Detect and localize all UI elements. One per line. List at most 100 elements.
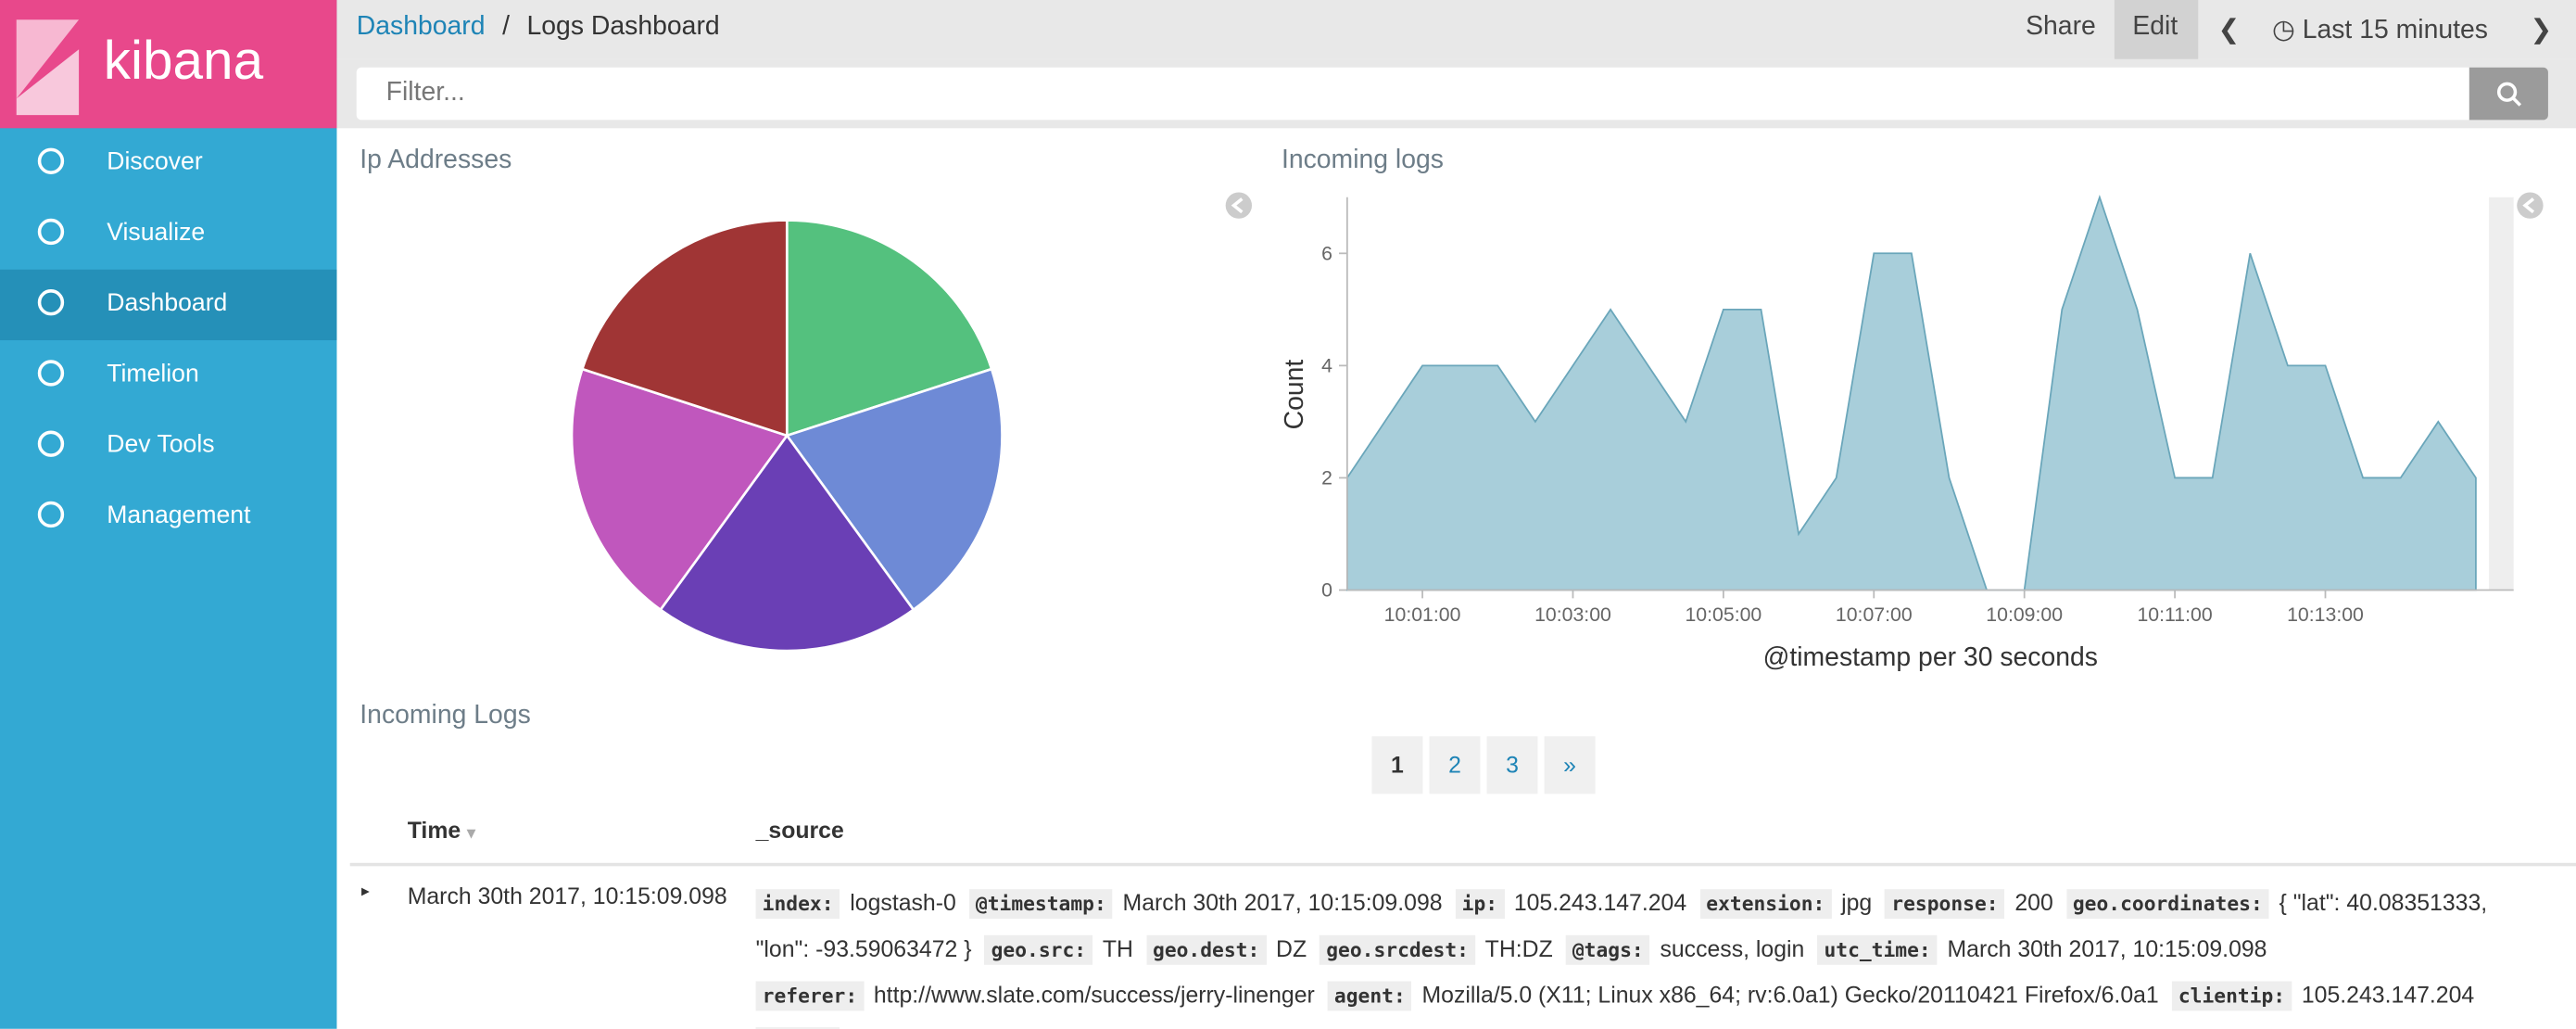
edit-button[interactable]: Edit [2132,13,2178,42]
field-key: extension: [1699,889,1832,920]
field-value: logstash-0 [850,889,956,916]
field-key: geo.dest: [1145,934,1267,965]
field-value: March 30th 2017, 10:15:09.098 [1947,934,2267,962]
nav-icon [37,289,65,316]
panel-title: Incoming Logs [360,702,531,730]
x-tick-label: 10:05:00 [1685,603,1762,626]
field-key: clientip: [2171,981,2292,1011]
y-tick-label: 6 [1321,242,1332,264]
field-key: index: [755,889,840,920]
field-value: Mozilla/5.0 (X11; Linux x86_64; rv:6.0a1… [1421,981,2159,1008]
expand-toggle[interactable]: ▸ [361,883,370,901]
field-key: referer: [755,981,865,1011]
pie-slice [785,367,1004,612]
page-button[interactable]: 3 [1486,736,1538,794]
field-key: utc_time: [1817,934,1938,965]
x-axis-title: @timestamp per 30 seconds [1763,642,2098,672]
field-value: jpg [1841,889,1873,916]
prev-button[interactable]: ❮ [2217,16,2241,44]
collapse-button [2517,192,2544,219]
field-value: 2,160 [850,1027,907,1029]
field-value: March 30th 2017, 10:15:09.098 [1122,889,1443,916]
nav-item[interactable]: Dev Tools [0,411,336,481]
top-bar [336,0,2576,59]
field-key: agent: [1327,981,1412,1011]
page-button[interactable]: 1 [1371,736,1423,794]
field-key: bytes: [755,1027,840,1029]
field-value: { "lat": 40.08351333, "lon": -93.5906347… [755,889,2488,962]
scroll-track [2489,197,2514,591]
nav-item[interactable]: Timelion [0,340,336,411]
search-icon [2496,82,2522,107]
x-tick-label: 10:09:00 [1986,603,2063,626]
x-tick-label: 10:11:00 [2137,603,2212,626]
nav-item[interactable]: Management [0,481,336,552]
logo-mark [16,19,80,116]
filter-input[interactable]: Filter... [356,67,2469,121]
field-key: geo.src: [984,934,1093,965]
field-key: ip: [1455,889,1505,920]
row-time: March 30th 2017, 10:15:09.098 [407,883,727,909]
field-key: geo.coordinates: [2065,889,2269,920]
pie-slice [580,219,789,438]
pie-slice [570,367,789,612]
search-button[interactable] [2469,67,2548,121]
field-key: @timestamp: [968,889,1113,920]
breadcrumb-current: Logs Dashboard [526,13,720,42]
area [1345,194,2477,591]
nav-icon [37,360,65,387]
field-value: 105.243.147.204 [2301,981,2475,1008]
nav-icon [37,501,65,528]
nav-item[interactable]: Dashboard [0,269,337,341]
nav-item[interactable]: Visualize [0,199,336,270]
field-value: TH [1102,934,1133,962]
field-key: geo.srcdest: [1320,934,1476,965]
field-key: response: [1885,889,2005,920]
panel-title: Incoming logs [1281,146,1444,174]
field-value: http://www.slate.com/success/jerry-linen… [873,981,1315,1008]
x-tick-label: 10:03:00 [1534,603,1611,626]
x-tick-label: 10:07:00 [1836,603,1913,626]
share-button[interactable]: Share [2026,13,2096,42]
x-tick-label: 10:13:00 [2287,603,2364,626]
column-header[interactable]: Time ▾ [407,817,476,844]
page-button[interactable]: » [1544,736,1596,794]
collapse-arrow [1231,197,1244,214]
collapse-button [1225,192,1253,219]
column-name: Time [407,817,461,844]
edit-bg [2114,0,2199,59]
nav-label: Discover [107,147,203,176]
nav-item[interactable]: Discover [0,128,336,198]
nav-label: Management [107,501,251,529]
pie-slice [785,219,993,438]
pie-slice [658,433,915,653]
page-button[interactable]: 2 [1429,736,1481,794]
nav-icon [37,218,65,246]
nav-label: Dev Tools [107,430,215,459]
field-key: @tags: [1565,934,1650,965]
collapse-arrow [2522,197,2535,214]
nav-label: Visualize [107,218,206,247]
separator: / [502,13,510,42]
y-tick-label: 2 [1321,467,1332,489]
field-value: DZ [1276,934,1307,962]
brand: kibana [103,29,264,91]
next-button[interactable]: ❯ [2530,16,2553,44]
header-rule [349,862,2576,867]
y-tick-label: 4 [1321,354,1332,376]
time-picker[interactable]: ◷ Last 15 minutes [2272,16,2488,44]
row-source: index: logstash-0 @timestamp: March 30th 2… [755,881,2547,1029]
x-tick-label: 10:01:00 [1384,603,1461,626]
breadcrumb-link[interactable]: Dashboard [356,13,486,42]
nav-label: Timelion [107,360,199,388]
y-axis-title: Count [1280,360,1309,430]
breadcrumb: Dashboard / Logs Dashboard [357,13,720,43]
field-value: 200 [2014,889,2053,916]
time-range: Last 15 minutes [2302,16,2488,44]
nav-icon [37,430,65,457]
y-tick-label: 0 [1321,579,1332,602]
field-value: TH:DZ [1484,934,1553,962]
